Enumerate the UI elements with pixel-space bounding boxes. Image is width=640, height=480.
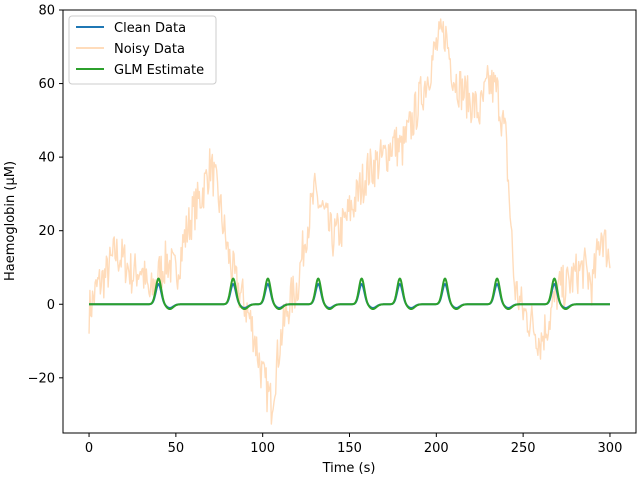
x-tick-label: 0	[85, 441, 93, 456]
y-tick-label: 60	[38, 77, 55, 92]
x-tick-label: 250	[511, 441, 536, 456]
x-tick-label: 150	[337, 441, 362, 456]
y-axis-label: Haemoglobin (μM)	[3, 161, 18, 281]
legend-label-noisy-data: Noisy Data	[114, 42, 185, 57]
axis-ticks: 0 50 100 150 200 250 300 −20 0 20 40 60 80	[28, 4, 623, 457]
legend-box	[68, 15, 217, 85]
plot-area	[88, 18, 611, 425]
series-noisy-data	[88, 18, 611, 425]
x-tick-label: 200	[424, 441, 449, 456]
legend: Clean Data Noisy Data GLM Estimate	[68, 15, 217, 85]
y-tick-label: 80	[38, 4, 55, 19]
y-tick-label: 0	[47, 298, 55, 313]
x-tick-label: 50	[168, 441, 185, 456]
y-tick-label: −20	[28, 371, 55, 386]
y-tick-label: 20	[38, 224, 55, 239]
legend-label-glm-estimate: GLM Estimate	[114, 63, 204, 78]
y-tick-label: 40	[38, 151, 55, 166]
legend-label-clean-data: Clean Data	[114, 21, 186, 36]
series-glm-estimate	[88, 277, 611, 311]
x-tick-label: 300	[598, 441, 623, 456]
x-tick-label: 100	[250, 441, 275, 456]
x-axis-label: Time (s)	[322, 461, 376, 476]
